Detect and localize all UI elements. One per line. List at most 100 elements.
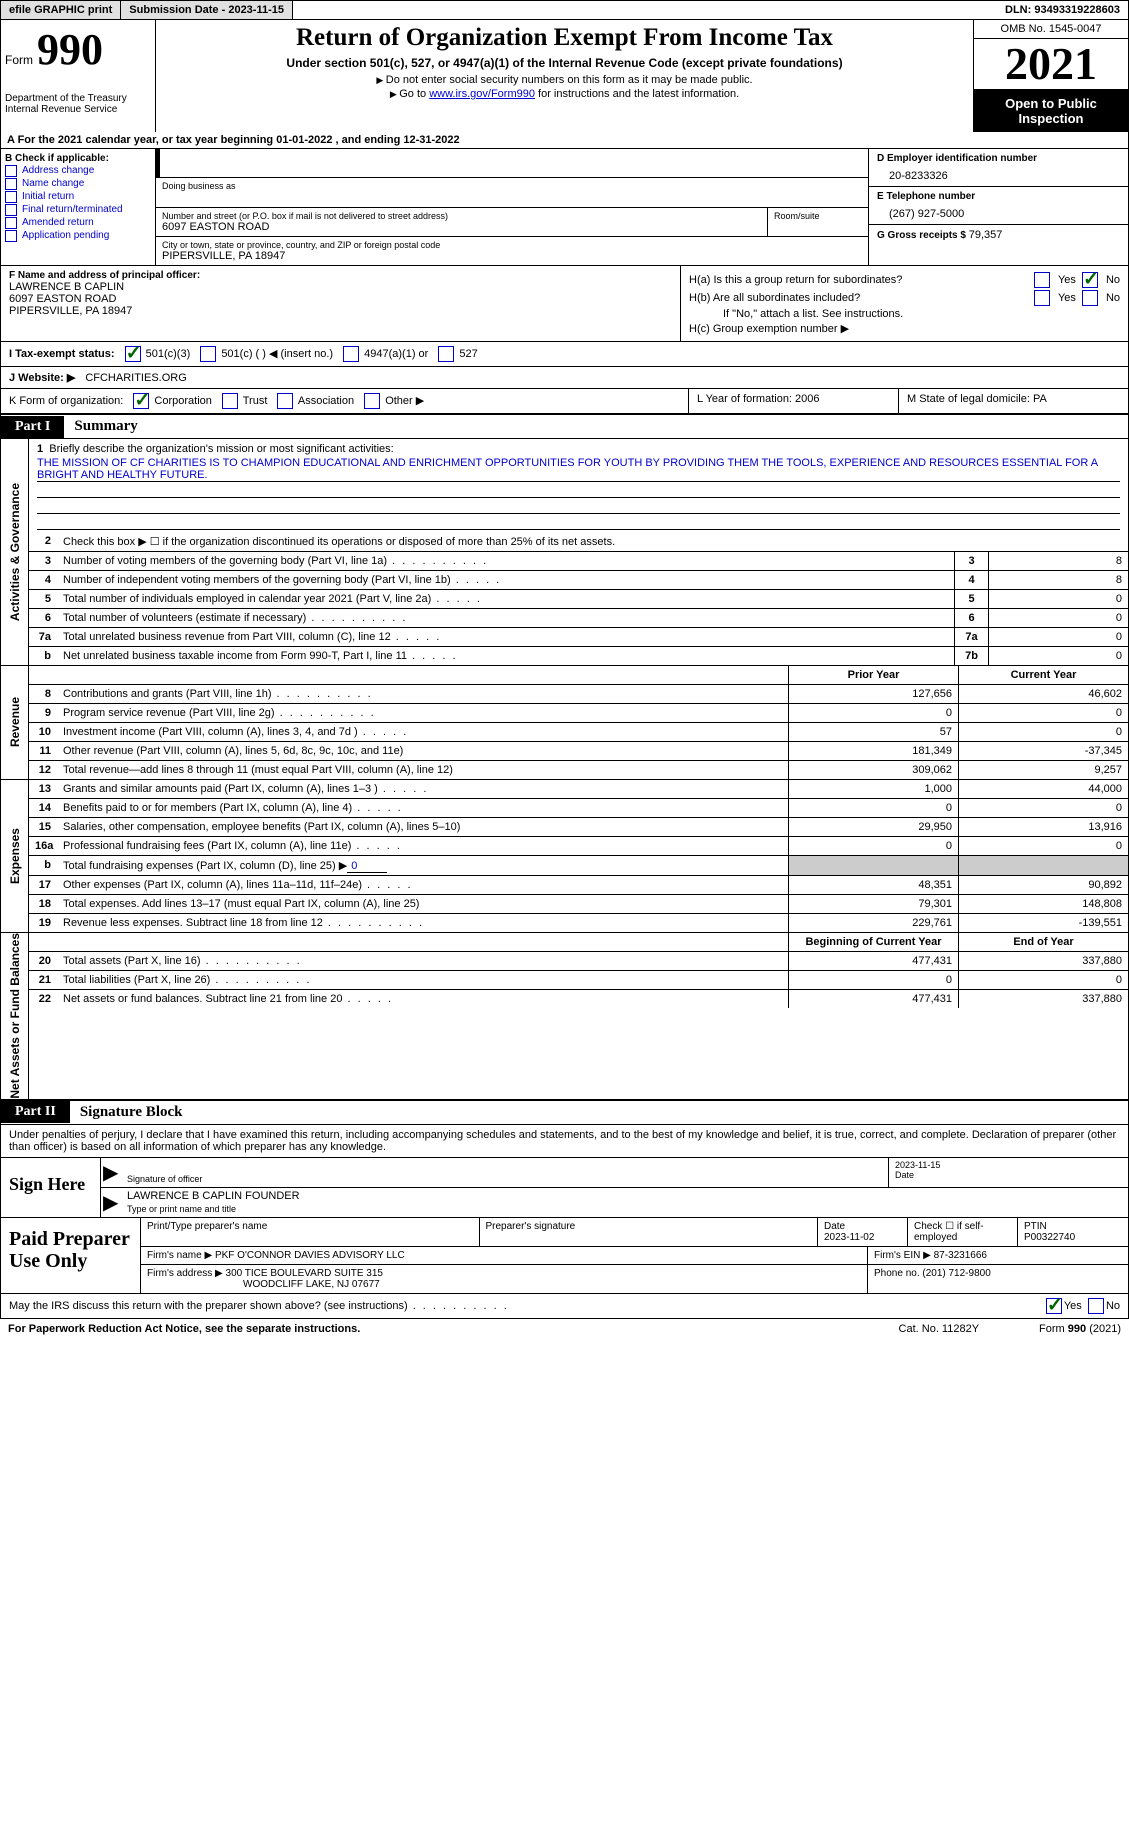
chk-app-pending[interactable]: Application pending	[5, 230, 151, 242]
l20-py: 477,431	[788, 952, 958, 970]
line5-val: 0	[988, 590, 1128, 608]
officer-label: F Name and address of principal officer:	[9, 270, 672, 281]
signature-arrow-icon: ▶	[101, 1158, 121, 1187]
l13-cy: 44,000	[958, 780, 1128, 798]
l17-n: 17	[29, 876, 57, 894]
l18-t: Total expenses. Add lines 13–17 (must eq…	[57, 895, 788, 913]
chk-final-return[interactable]: Final return/terminated	[5, 204, 151, 216]
part2-tag: Part II	[1, 1101, 70, 1123]
l11-t: Other revenue (Part VIII, column (A), li…	[57, 742, 788, 760]
prep-date-label: Date	[824, 1221, 845, 1232]
chk-other[interactable]: Other ▶	[364, 393, 424, 409]
chk-name-change[interactable]: Name change	[5, 178, 151, 190]
row-j-website: J Website: ▶ CFCHARITIES.ORG	[0, 367, 1129, 389]
l9-py: 0	[788, 704, 958, 722]
line7b-num: 7b	[954, 647, 988, 665]
yes-label: Yes	[1058, 292, 1076, 304]
line3-text: Number of voting members of the governin…	[57, 552, 954, 570]
box-b-label: B Check if applicable:	[5, 153, 151, 164]
section-bcd: B Check if applicable: Address change Na…	[0, 149, 1129, 266]
prep-sig-label: Preparer's signature	[480, 1218, 819, 1246]
chk-corp[interactable]: Corporation	[133, 393, 212, 409]
irs-link[interactable]: www.irs.gov/Form990	[429, 88, 535, 100]
mission-text: THE MISSION OF CF CHARITIES IS TO CHAMPI…	[37, 455, 1120, 482]
website-value: CFCHARITIES.ORG	[85, 372, 186, 384]
tel-label: E Telephone number	[877, 191, 1120, 202]
mission-blank	[37, 514, 1120, 530]
l11-py: 181,349	[788, 742, 958, 760]
pra-notice: For Paperwork Reduction Act Notice, see …	[8, 1323, 360, 1335]
dba-label: Doing business as	[162, 181, 236, 191]
l15-n: 15	[29, 818, 57, 836]
l21-t: Total liabilities (Part X, line 26)	[57, 971, 788, 989]
chk-amended-return[interactable]: Amended return	[5, 217, 151, 229]
box-deg: D Employer identification number 20-8233…	[868, 149, 1128, 265]
vtab-net-assets: Net Assets or Fund Balances	[1, 933, 29, 1099]
l16b-t: Total fundraising expenses (Part IX, col…	[57, 856, 788, 875]
chk-address-change[interactable]: Address change	[5, 165, 151, 177]
discuss-no-checkbox[interactable]	[1088, 1298, 1104, 1314]
sign-here-label: Sign Here	[1, 1158, 101, 1217]
l14-cy: 0	[958, 799, 1128, 817]
l18-cy: 148,808	[958, 895, 1128, 913]
l20-cy: 337,880	[958, 952, 1128, 970]
tax-status-label: I Tax-exempt status:	[9, 348, 115, 360]
efile-print-button[interactable]: efile GRAPHIC print	[1, 1, 121, 19]
l22-cy: 337,880	[958, 990, 1128, 1008]
line7b-val: 0	[988, 647, 1128, 665]
l8-py: 127,656	[788, 685, 958, 703]
line7a-text: Total unrelated business revenue from Pa…	[57, 628, 954, 646]
line3-num: 3	[954, 552, 988, 570]
l22-py: 477,431	[788, 990, 958, 1008]
l16a-cy: 0	[958, 837, 1128, 855]
l12-t: Total revenue—add lines 8 through 11 (mu…	[57, 761, 788, 779]
chk-4947[interactable]: 4947(a)(1) or	[343, 346, 428, 362]
vtab-label: Expenses	[8, 828, 22, 884]
l20-n: 20	[29, 952, 57, 970]
chk-assoc[interactable]: Association	[277, 393, 354, 409]
year-formation-label: L Year of formation:	[697, 393, 795, 405]
chk-label: Name change	[22, 178, 84, 189]
l16b-n: b	[29, 856, 57, 875]
vtab-revenue: Revenue	[1, 666, 29, 779]
hb-label: H(b) Are all subordinates included?	[689, 292, 860, 304]
l18-py: 79,301	[788, 895, 958, 913]
activities-governance: Activities & Governance 1 Briefly descri…	[0, 439, 1129, 666]
firm-addr2: WOODCLIFF LAKE, NJ 07677	[147, 1279, 380, 1290]
yes-label: Yes	[1058, 274, 1076, 286]
l8-n: 8	[29, 685, 57, 703]
net-assets-section: Net Assets or Fund Balances Beginning of…	[0, 933, 1129, 1100]
submission-date: Submission Date - 2023-11-15	[121, 1, 293, 19]
goto-link-line: Go to www.irs.gov/Form990 for instructio…	[162, 88, 967, 100]
chk-527[interactable]: 527	[438, 346, 477, 362]
addr-label: Number and street (or P.O. box if mail i…	[162, 211, 761, 221]
l12-cy: 9,257	[958, 761, 1128, 779]
gross-value: 79,357	[969, 229, 1003, 241]
l9-n: 9	[29, 704, 57, 722]
goto-pre: Go to	[399, 88, 429, 100]
ptin-label: PTIN	[1024, 1221, 1047, 1232]
ein-label: D Employer identification number	[877, 153, 1120, 164]
chk-initial-return[interactable]: Initial return	[5, 191, 151, 203]
l12-n: 12	[29, 761, 57, 779]
officer-addr1: 6097 EASTON ROAD	[9, 293, 672, 305]
l8-cy: 46,602	[958, 685, 1128, 703]
l19-cy: -139,551	[958, 914, 1128, 932]
opt-501c: 501(c) ( ) ◀ (insert no.)	[221, 348, 333, 360]
line4-text: Number of independent voting members of …	[57, 571, 954, 589]
firm-name-label: Firm's name ▶	[147, 1250, 215, 1261]
form-number: Form 990	[5, 24, 151, 75]
chk-501c3[interactable]: 501(c)(3)	[125, 346, 191, 362]
discuss-yes-checkbox[interactable]	[1046, 1298, 1062, 1314]
l21-cy: 0	[958, 971, 1128, 989]
submission-date-label: Submission Date -	[129, 4, 228, 16]
chk-trust[interactable]: Trust	[222, 393, 268, 409]
signature-field[interactable]	[127, 1160, 882, 1174]
website-label: J Website: ▶	[9, 371, 75, 384]
chk-501c[interactable]: 501(c) ( ) ◀ (insert no.)	[200, 346, 333, 362]
hb-note: If "No," attach a list. See instructions…	[689, 308, 1120, 320]
part2-header: Part II Signature Block	[0, 1100, 1129, 1125]
part1-title: Summary	[64, 415, 147, 438]
l9-t: Program service revenue (Part VIII, line…	[57, 704, 788, 722]
year-formation: 2006	[795, 393, 819, 405]
